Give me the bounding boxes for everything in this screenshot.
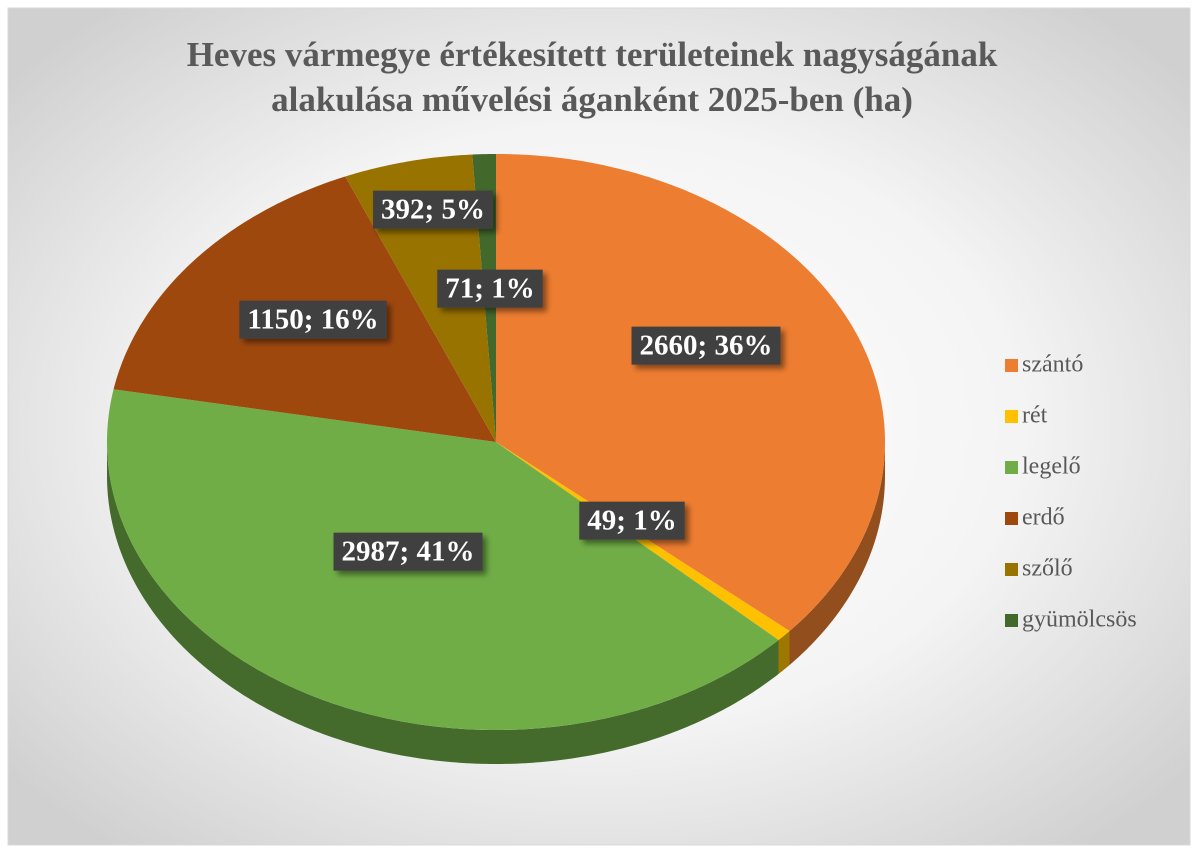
slice-side [789, 442, 885, 666]
legend: szántó rét legelő erdő szőlő gyümölcsös [1005, 352, 1137, 633]
data-label-box [631, 326, 781, 365]
legend-swatch [1005, 512, 1018, 525]
slice-side [778, 631, 790, 674]
legend-label: erdő [1022, 505, 1065, 531]
chart-title: Heves vármegye értékesített területeinek… [187, 35, 998, 119]
legend-swatch [1005, 359, 1018, 372]
data-label-box [333, 532, 483, 571]
slice [496, 154, 885, 632]
legend-swatch [1005, 614, 1018, 627]
data-label-box [373, 190, 493, 229]
data-label: 2660; 36% [640, 330, 773, 362]
legend-swatch [1005, 410, 1018, 423]
data-label-box [437, 269, 543, 308]
legend-swatch [1005, 563, 1018, 576]
data-label: 392; 5% [381, 194, 485, 226]
legend-label: szántó [1022, 352, 1083, 378]
data-label: 2987; 41% [342, 536, 475, 568]
data-label: 49; 1% [587, 505, 676, 537]
pie [107, 154, 885, 764]
legend-label: szőlő [1022, 556, 1073, 582]
data-label-box [579, 501, 685, 540]
data-labels: 2660; 36% 49; 1% 2987; 41% 1150; 16% 392; 5%… [239, 190, 781, 571]
legend-label: rét [1022, 403, 1048, 429]
legend-label: gyümölcsös [1022, 607, 1137, 633]
slice [496, 442, 790, 640]
data-label-box [239, 300, 387, 339]
legend-swatch [1005, 461, 1018, 474]
slice-side [107, 442, 779, 764]
legend-label: legelő [1022, 454, 1081, 480]
data-label: 1150; 16% [247, 304, 378, 336]
data-label: 71; 1% [445, 273, 534, 305]
